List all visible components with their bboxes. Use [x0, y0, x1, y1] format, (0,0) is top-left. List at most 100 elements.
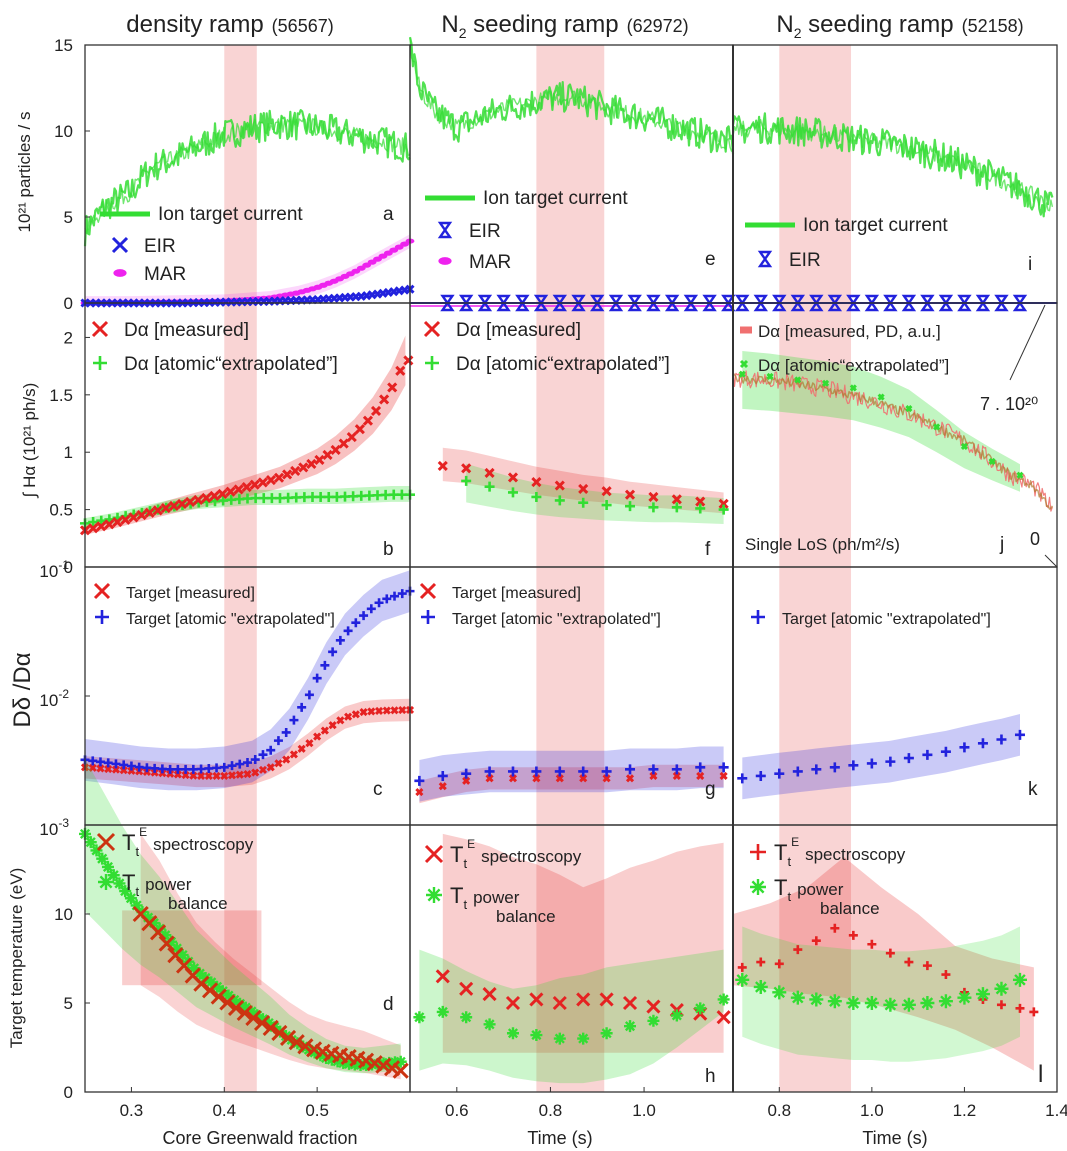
measured-point — [696, 771, 705, 781]
legend-power-balance-line2: balance — [168, 894, 228, 913]
spectroscopy-point — [716, 1010, 731, 1025]
eir-point — [533, 294, 549, 312]
y-axis-label: ∫ Hα (10²¹ ph/s) — [20, 383, 39, 499]
x-tick-label: 0.3 — [120, 1101, 144, 1120]
extrapolated-point — [625, 501, 636, 512]
x-tick-label: 0.4 — [212, 1101, 236, 1120]
eir-point — [901, 294, 917, 312]
right-axis-label: 7 . 10²⁰ — [980, 394, 1038, 414]
spectroscopy-point — [435, 969, 450, 984]
legend-power-balance-swatch — [98, 874, 114, 890]
y-tick-label: 10-1 — [39, 558, 69, 581]
power-balance-point — [113, 877, 126, 890]
extrapolated-point — [484, 481, 495, 492]
legend-eir: EIR — [789, 250, 821, 271]
panel-letter: l — [1038, 1061, 1043, 1088]
measured-point — [127, 766, 136, 775]
legend-measured-swatch — [423, 320, 441, 338]
eir-point — [721, 294, 736, 312]
extrapolated-point — [88, 517, 99, 528]
x-tick-label: 0.5 — [305, 1101, 329, 1120]
extrapolated-point — [250, 755, 260, 765]
extrapolated-point — [461, 475, 472, 486]
ion-current-trace — [731, 112, 1054, 218]
measured-point — [359, 708, 368, 717]
measured-point — [144, 507, 155, 518]
eir-point — [552, 294, 568, 312]
legend-measured-pd: Dα [measured, PD, a.u.] — [758, 322, 941, 341]
power-balance-point — [957, 990, 972, 1005]
measured-point — [367, 707, 376, 716]
extrapolated-point — [397, 589, 407, 599]
panel-letter: i — [1028, 254, 1032, 275]
measured-point — [398, 706, 407, 715]
legend-extrapolated: Dα [atomic“extrapolated”] — [124, 354, 338, 375]
measured-point — [438, 782, 447, 791]
measured-point — [672, 771, 681, 781]
eir-point — [646, 294, 661, 312]
power-balance-point — [245, 1005, 258, 1018]
measured-point — [168, 500, 179, 512]
measured-point — [220, 771, 229, 781]
power-balance-point — [864, 996, 879, 1010]
extrapolated-point — [96, 515, 107, 526]
extrapolated-point — [382, 594, 392, 604]
extrapolated-point — [960, 442, 968, 451]
power-balance-point — [530, 1029, 543, 1042]
eir-point — [702, 294, 717, 312]
extrapolated-point — [959, 742, 970, 753]
power-balance-point — [883, 997, 898, 1012]
power-balance-point — [994, 981, 1009, 996]
power-balance-point — [107, 869, 120, 882]
measured-point — [485, 774, 494, 783]
measured-point — [111, 765, 121, 774]
power-balance-point — [325, 1053, 338, 1066]
extrapolated-point — [289, 715, 299, 725]
extrapolated-point — [671, 502, 682, 513]
measured-point — [233, 484, 244, 495]
extrapolated-point — [829, 762, 840, 773]
measured-point — [251, 768, 260, 777]
power-balance-point — [735, 972, 750, 987]
y-tick-label: 0 — [64, 1083, 73, 1102]
measured-point — [648, 491, 659, 503]
spectroscopy-point — [297, 1038, 314, 1055]
extrapolated-point — [877, 393, 885, 401]
measured-point — [88, 523, 99, 534]
measured-point — [328, 721, 337, 730]
legend-power-balance: Tt power — [122, 870, 192, 899]
legend-measured: Dα [measured] — [456, 320, 581, 341]
measured-point — [314, 454, 325, 466]
measured-point — [120, 514, 131, 525]
measured-point — [96, 764, 105, 773]
spectroscopy-point — [774, 959, 784, 969]
panel-letter: c — [373, 779, 383, 800]
single-los-label: Single LoS (ph/m²/s) — [745, 535, 900, 554]
extrapolated-point — [312, 673, 322, 683]
column-title-main: density ramp — [126, 11, 263, 38]
x-axis-label: Time (s) — [527, 1128, 592, 1148]
y-tick-label: 0 — [64, 294, 73, 313]
right-axis-pointer — [1044, 554, 1058, 568]
spectroscopy-band — [442, 833, 724, 1053]
extrapolated-point — [188, 764, 198, 774]
power-balance-point — [624, 1020, 637, 1033]
spectroscopy-point — [219, 994, 236, 1011]
right-axis-pointer — [1009, 304, 1046, 381]
legend-eir-swatch — [111, 236, 129, 254]
extrapolated-point — [601, 500, 612, 511]
ion-current-trace — [732, 118, 1054, 213]
measured-point — [579, 774, 588, 783]
measured-point — [119, 766, 128, 775]
measured-point — [671, 494, 682, 505]
power-balance-point — [170, 942, 183, 955]
eir-point — [571, 294, 586, 312]
legend-spectroscopy: TtEspectroscopy — [122, 825, 254, 859]
power-balance-point — [256, 1013, 269, 1026]
legend-eir: EIR — [469, 221, 501, 242]
eir-point — [920, 294, 935, 312]
measured-point — [461, 463, 472, 474]
shot-number: (62972) — [627, 16, 689, 36]
extrapolated-point — [134, 762, 144, 772]
column-title-rest: seeding ramp — [802, 11, 954, 38]
